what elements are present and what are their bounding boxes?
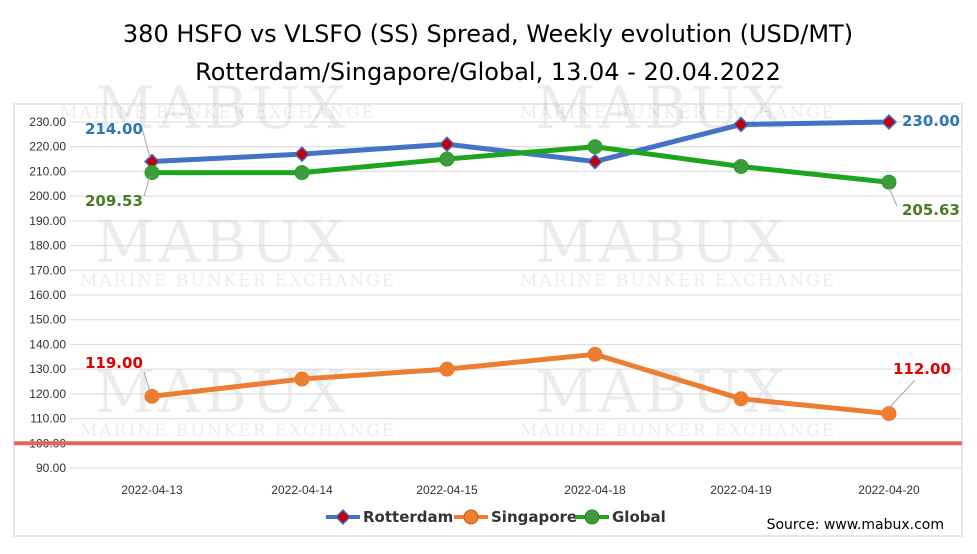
data-point-singapore xyxy=(144,388,160,404)
data-label-global: 205.63 xyxy=(902,201,960,219)
watermark-subtext: MARINE BUNKER EXCHANGE xyxy=(520,103,836,123)
watermark-text: MABUX xyxy=(95,208,349,276)
series-line-global xyxy=(152,144,890,185)
data-label-rotterdam: 214.00 xyxy=(85,120,143,138)
watermark-subtext: MARINE BUNKER EXCHANGE xyxy=(520,421,836,441)
data-point-global xyxy=(733,158,749,174)
y-axis-ticks: 90.00100.00110.00120.00130.00140.00150.0… xyxy=(29,115,66,475)
series-layer xyxy=(143,113,898,422)
chart-title: 380 HSFO vs VLSFO (SS) Spread, Weekly ev… xyxy=(123,20,853,48)
data-label-global: 209.53 xyxy=(85,192,143,210)
x-tick-label: 2022-04-14 xyxy=(271,483,333,497)
data-label-singapore: 119.00 xyxy=(85,354,143,372)
legend-item-global: Global xyxy=(575,508,666,526)
data-point-global xyxy=(144,165,160,181)
data-label-leader xyxy=(888,187,898,207)
data-label-leader xyxy=(888,379,916,409)
watermark-subtext: MARINE BUNKER EXCHANGE xyxy=(60,103,376,123)
data-point-rotterdam xyxy=(732,116,750,133)
data-point-rotterdam xyxy=(880,113,898,131)
x-tick-label: 2022-04-13 xyxy=(121,483,183,497)
watermark-text: MABUX xyxy=(535,208,789,276)
data-point-global xyxy=(587,139,603,155)
data-point-rotterdam xyxy=(293,146,311,163)
y-tick-label: 120.00 xyxy=(29,387,66,401)
data-point-singapore xyxy=(294,371,310,387)
y-tick-label: 170.00 xyxy=(29,263,66,277)
series-line-singapore xyxy=(151,351,890,417)
legend-item-singapore: Singapore xyxy=(454,508,577,526)
data-point-singapore xyxy=(439,361,455,377)
legend: Rotterdam Singapore Global xyxy=(326,508,666,526)
watermark-text: MABUX xyxy=(95,74,349,142)
legend-marker-singapore xyxy=(463,509,479,525)
y-tick-label: 140.00 xyxy=(29,337,66,351)
y-tick-label: 160.00 xyxy=(29,288,66,302)
watermark-text: MABUX xyxy=(535,74,789,142)
y-tick-label: 180.00 xyxy=(29,239,66,253)
data-point-singapore xyxy=(881,406,897,422)
watermark-subtext: MARINE BUNKER EXCHANGE xyxy=(520,271,836,291)
data-label-rotterdam: 230.00 xyxy=(902,112,960,130)
source-note: Source: www.mabux.com xyxy=(767,517,944,533)
chart-subtitle: Rotterdam/Singapore/Global, 13.04 - 20.0… xyxy=(195,58,781,86)
watermark-subtext: MARINE BUNKER EXCHANGE xyxy=(80,271,396,291)
data-label-leader xyxy=(141,127,151,159)
y-tick-label: 190.00 xyxy=(29,214,66,228)
data-point-rotterdam xyxy=(586,153,604,170)
x-tick-label: 2022-04-15 xyxy=(416,483,478,497)
legend-label-global: Global xyxy=(612,508,666,526)
data-label-singapore: 112.00 xyxy=(893,360,951,378)
legend-marker-rotterdam xyxy=(334,508,352,526)
x-tick-label: 2022-04-20 xyxy=(858,483,920,497)
y-tick-label: 110.00 xyxy=(30,412,66,426)
y-tick-label: 230.00 xyxy=(29,115,66,129)
data-point-global xyxy=(881,174,897,190)
watermark-subtext: MARINE BUNKER EXCHANGE xyxy=(80,421,396,441)
legend-label-singapore: Singapore xyxy=(491,508,577,526)
y-tick-label: 220.00 xyxy=(29,140,66,154)
y-tick-label: 210.00 xyxy=(29,164,66,178)
legend-item-rotterdam: Rotterdam xyxy=(326,508,453,526)
data-point-singapore xyxy=(733,391,749,407)
y-tick-label: 130.00 xyxy=(29,362,66,376)
data-label-leader xyxy=(143,371,151,393)
x-axis-ticks: 2022-04-13 2022-04-14 2022-04-15 2022-04-18… xyxy=(121,483,920,497)
data-point-singapore xyxy=(587,346,603,362)
x-tick-label: 2022-04-18 xyxy=(564,483,626,497)
data-point-global xyxy=(294,165,310,181)
y-tick-label: 150.00 xyxy=(29,313,66,327)
data-point-global xyxy=(439,151,455,167)
y-tick-label: 200.00 xyxy=(29,189,66,203)
data-point-rotterdam xyxy=(438,136,456,153)
data-label-leader xyxy=(143,175,151,197)
y-tick-label: 90.00 xyxy=(36,461,66,475)
legend-marker-global xyxy=(584,509,600,525)
legend-label-rotterdam: Rotterdam xyxy=(363,508,453,526)
data-labels: 214.00 230.00 209.53 205.63 119.00 112.00 xyxy=(85,112,960,409)
x-tick-label: 2022-04-19 xyxy=(710,483,772,497)
watermark-text: MABUX xyxy=(535,358,789,426)
